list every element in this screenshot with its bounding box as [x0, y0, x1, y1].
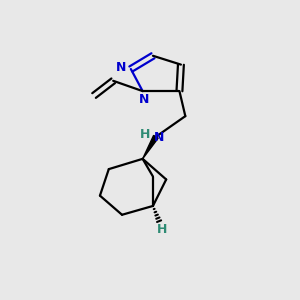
Text: H: H — [140, 128, 150, 141]
Text: N: N — [154, 131, 164, 144]
Polygon shape — [142, 135, 158, 159]
Text: N: N — [116, 61, 127, 74]
Text: H: H — [157, 223, 167, 236]
Text: N: N — [139, 93, 149, 106]
